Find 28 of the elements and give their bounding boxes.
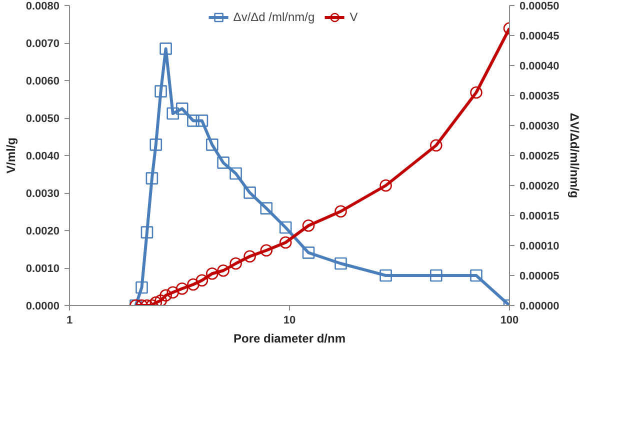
y-tick-label: 0.0030 — [26, 188, 60, 200]
x-axis-title: Pore diameter d/nm — [233, 332, 346, 346]
y-tick-label: 0.0070 — [26, 38, 60, 50]
y2-tick-label: 0.00045 — [520, 30, 560, 42]
y2-tick-label: 0.00000 — [520, 300, 560, 312]
y-axis-title: V/ml/g — [4, 137, 18, 174]
y-tick-label: 0.0020 — [26, 226, 60, 238]
y-tick-label: 0.0080 — [26, 0, 60, 12]
x-tick-label: 1 — [66, 314, 73, 326]
x-tick-label: 100 — [500, 314, 519, 326]
y-tick-label: 0.0010 — [26, 263, 60, 275]
y2-tick-label: 0.00020 — [520, 180, 560, 192]
y2-tick-label: 0.00015 — [520, 210, 560, 222]
y2-axis-title: ΔV/Δd/ml/nm/g — [567, 112, 582, 198]
y2-tick-label: 0.00025 — [520, 150, 560, 162]
y2-tick-label: 0.00035 — [520, 90, 560, 102]
y2-tick-label: 0.00010 — [520, 240, 560, 252]
legend-label: V — [350, 10, 359, 24]
y-tick-label: 0.0050 — [26, 113, 60, 125]
y2-tick-label: 0.00005 — [520, 270, 560, 282]
y-tick-label: 0.0060 — [26, 76, 60, 88]
x-tick-label: 10 — [283, 314, 296, 326]
y2-tick-label: 0.00050 — [520, 0, 560, 12]
y2-tick-label: 0.00030 — [520, 120, 560, 132]
y2-tick-label: 0.00040 — [520, 60, 560, 72]
y-tick-label: 0.0040 — [26, 150, 60, 162]
y-tick-label: 0.0000 — [26, 300, 60, 312]
legend-label: Δv/Δd /ml/nm/g — [233, 10, 315, 24]
